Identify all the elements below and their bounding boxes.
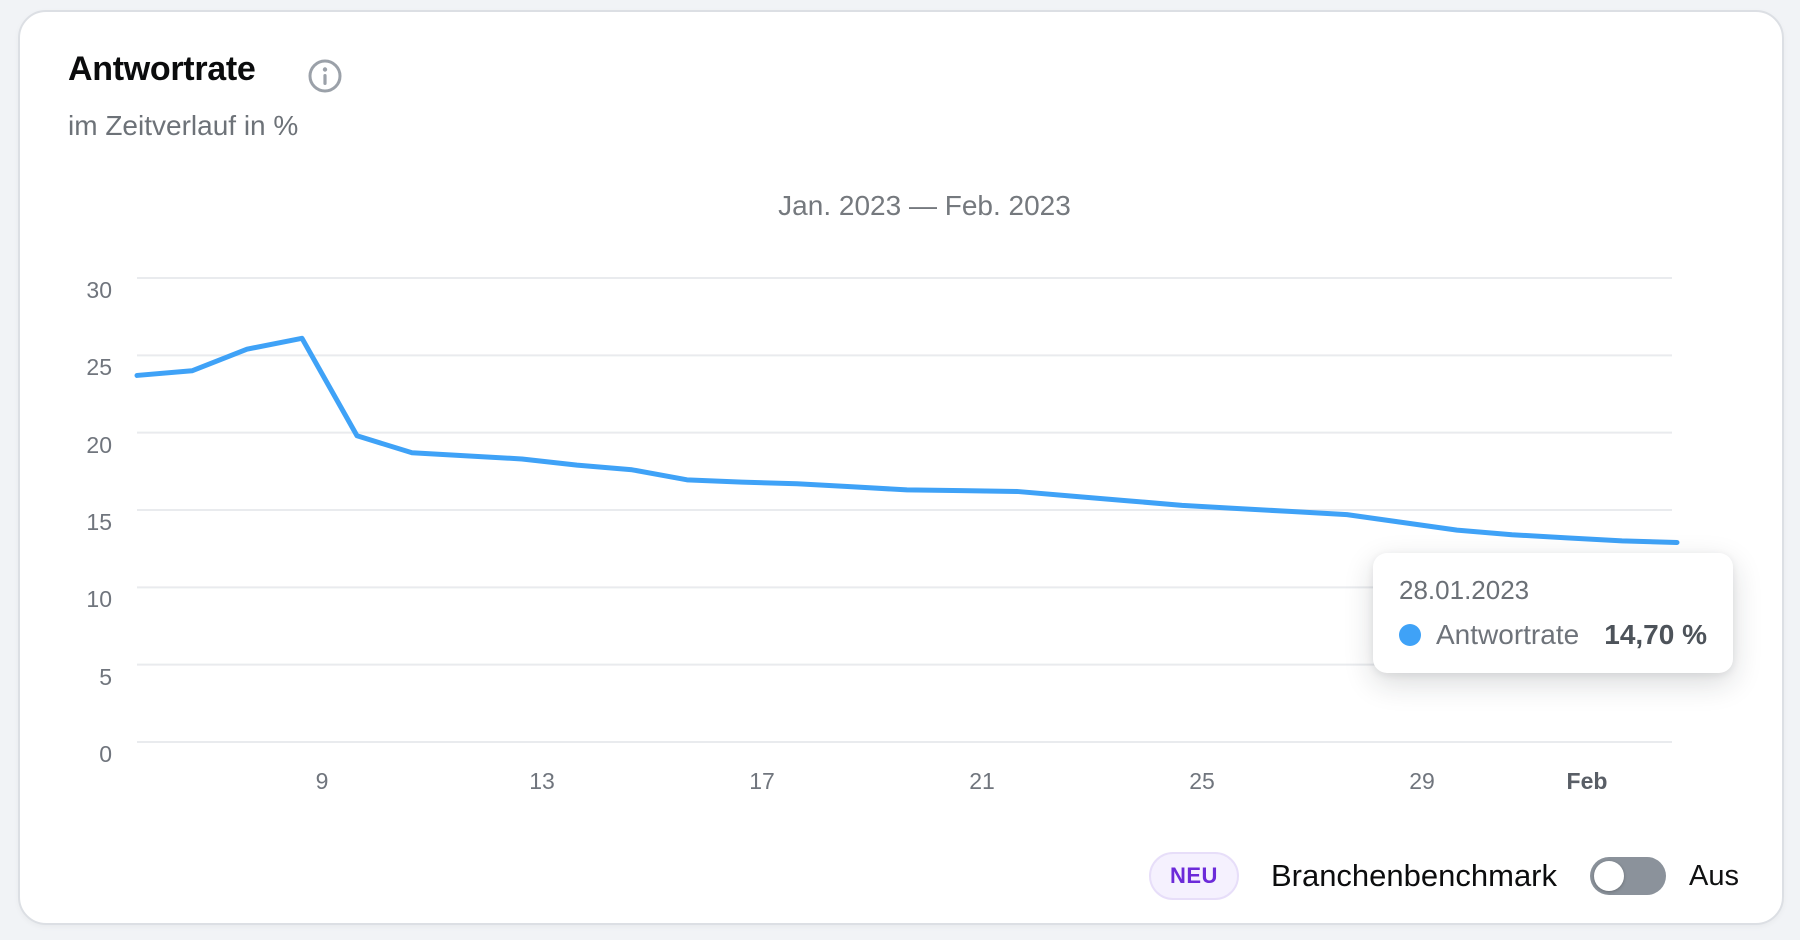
series-dot-icon [1399, 624, 1421, 646]
toggle-knob [1594, 861, 1625, 891]
card-title: Antwortrate [68, 50, 256, 88]
benchmark-toggle[interactable] [1590, 857, 1667, 895]
x-axis-tick: 21 [969, 768, 995, 794]
x-axis-tick: 17 [749, 768, 775, 794]
toggle-state-label: Aus [1689, 859, 1739, 892]
y-axis-tick: 15 [86, 509, 112, 535]
y-axis-tick: 0 [99, 741, 112, 767]
x-axis-tick: 29 [1409, 768, 1435, 794]
neu-badge: NEU [1149, 852, 1239, 900]
tooltip-series-label: Antwortrate [1436, 619, 1580, 650]
y-axis-tick: 5 [99, 663, 112, 690]
x-axis-tick: 13 [529, 768, 555, 794]
antwortrate-card: Antwortrate im Zeitverlauf in % Jan. 202… [18, 10, 1784, 925]
card-subtitle: im Zeitverlauf in % [68, 110, 299, 141]
chart-tooltip: 28.01.2023 Antwortrate 14,70 % [1373, 553, 1733, 673]
tooltip-series-row: Antwortrate 14,70 % [1399, 619, 1707, 651]
benchmark-row: NEU Branchenbenchmark Aus [1149, 848, 1739, 904]
info-icon[interactable] [307, 58, 343, 94]
x-axis-tick: 9 [315, 768, 329, 794]
y-axis-tick: 25 [86, 354, 112, 381]
benchmark-label: Branchenbenchmark [1270, 858, 1558, 893]
y-axis-tick: 10 [86, 586, 112, 613]
x-axis-tick: 25 [1189, 768, 1215, 794]
chart-range-title: Jan. 2023 — Feb. 2023 [778, 190, 1071, 221]
y-axis-tick: 20 [86, 431, 112, 458]
y-axis-tick: 30 [86, 277, 112, 303]
tooltip-date: 28.01.2023 [1399, 575, 1530, 605]
tooltip-value: 14,70 % [1604, 619, 1707, 650]
x-axis-tick: Feb [1566, 768, 1608, 794]
